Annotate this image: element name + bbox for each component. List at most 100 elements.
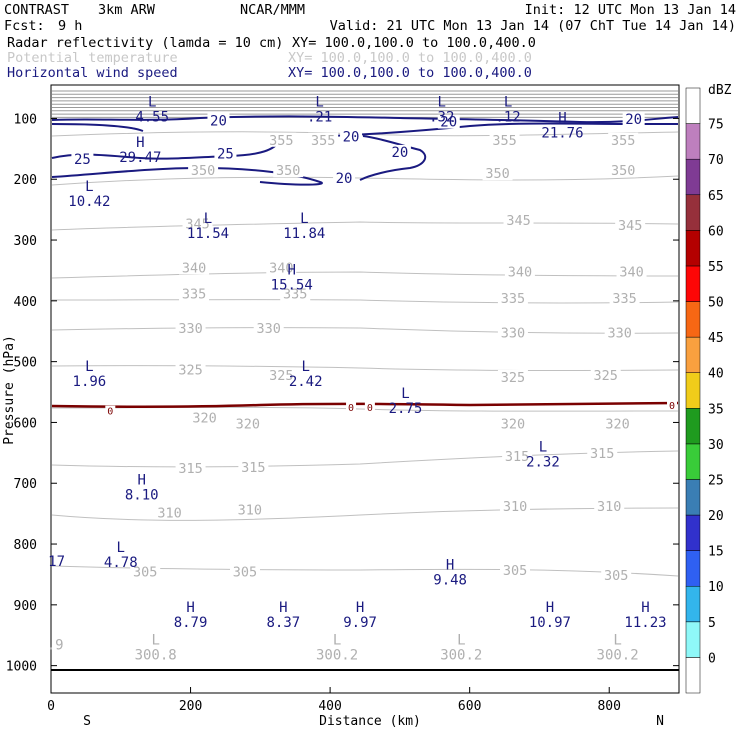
colorbar-label: 0 <box>708 651 716 666</box>
colorbar-swatch <box>685 408 701 445</box>
y-axis-label: Pressure (hPa) <box>2 335 17 445</box>
theta-label-bg <box>130 564 161 579</box>
theta-label-bg <box>604 325 635 340</box>
wind-label-bg <box>622 112 645 127</box>
extremum-value: 4.78 <box>104 555 138 571</box>
wind-extrema: L4.55L.21L.32L.12 H21.76H29.47L10.42L11.5… <box>48 94 666 631</box>
theta-label-bg <box>497 290 528 305</box>
wind-label-bg <box>214 146 237 161</box>
colorbar-swatch <box>685 123 701 160</box>
x-tick-label: 800 <box>597 699 620 714</box>
theta-label-bg <box>504 264 535 279</box>
theta-label-bg <box>502 448 533 463</box>
wind-label-bg <box>71 152 94 167</box>
zero-dbz-label: 0 <box>669 401 675 412</box>
theta-contour-lines <box>51 131 679 577</box>
colorbar-label: 15 <box>708 545 724 560</box>
wind-label: 25 <box>217 147 234 163</box>
theta-extremum-value: 300.2 <box>440 647 482 663</box>
theta-label-bg <box>266 132 297 147</box>
theta-label-bg <box>308 132 339 147</box>
theta-label: 320 <box>605 417 629 433</box>
theta-label-bg <box>608 132 639 147</box>
y-tick-label: 100 <box>14 112 37 127</box>
theta-label: 310 <box>503 499 527 515</box>
colorbar-label: 75 <box>708 118 724 133</box>
extremum-type: H <box>356 600 364 616</box>
theta-extremum-type: L <box>457 632 465 648</box>
extremum-value: 8.10 <box>125 487 159 503</box>
theta-label: 305 <box>503 563 527 579</box>
theta-label: 350 <box>276 163 300 179</box>
theta-325-line <box>51 365 679 372</box>
theta-label-bg <box>182 216 213 231</box>
theta-label: 305 <box>233 564 257 580</box>
extremum-type: H <box>446 558 454 574</box>
colorbar-swatch <box>685 336 701 373</box>
x-tick-label: 600 <box>458 699 481 714</box>
zero-dbz-label: 0 <box>367 403 373 414</box>
theta-label-bg <box>253 321 284 336</box>
field-wind-speed: Horizontal wind speed <box>7 65 178 81</box>
extremum-type: H <box>288 263 296 279</box>
zero-label-bg <box>105 405 116 416</box>
theta-340-line <box>51 271 679 279</box>
theta-extremum-value: 300.2 <box>316 647 358 663</box>
theta-label-bg <box>489 132 520 147</box>
extremum-value: 1.96 <box>73 374 107 390</box>
theta-label-bg <box>232 416 263 431</box>
theta-label: 320 <box>236 417 260 433</box>
extremum-type: L <box>315 94 323 110</box>
theta-label: 335 <box>182 287 206 303</box>
x-tick-label: 400 <box>318 699 341 714</box>
theta-350-line <box>51 175 679 186</box>
x-tick-label: 0 <box>47 699 55 714</box>
wind-label-bg <box>437 114 460 129</box>
extremum-value: 11.54 <box>187 226 229 242</box>
extremum-value: 8.79 <box>174 615 208 631</box>
extremum-value: 2.75 <box>389 401 423 417</box>
extremum-type: L <box>117 540 125 556</box>
x-axis: 0 200 400 600 800 <box>47 687 621 714</box>
colorbar-label: 40 <box>708 367 724 382</box>
colorbar-label: 50 <box>708 296 724 311</box>
extremum-type: L <box>301 359 309 375</box>
wind-20-upper-line <box>51 115 679 124</box>
colorbar-swatch <box>685 621 701 658</box>
y-tick-label: 900 <box>14 599 37 614</box>
x-axis-label: Distance (km) <box>319 714 421 729</box>
colorbar-swatch <box>685 301 701 338</box>
theta-label: 330 <box>501 325 525 341</box>
theta-310-line <box>51 507 679 521</box>
wind-label-bg <box>340 129 363 144</box>
theta-label: 355 <box>311 133 335 149</box>
extremum-value: 2.32 <box>526 455 560 471</box>
wind-label-bg <box>207 113 230 128</box>
theta-label-bg <box>587 445 618 460</box>
theta-label: 320 <box>501 417 525 433</box>
theta-label: 350 <box>611 163 635 179</box>
theta-label: 305 <box>133 564 157 580</box>
theta-label: 330 <box>257 321 281 337</box>
theta-315-line <box>51 450 679 468</box>
theta-label: 335 <box>501 291 525 307</box>
wind-20-lower-line <box>51 166 323 186</box>
extremum-value: 11.23 <box>624 615 666 631</box>
theta-label-bg <box>179 286 210 301</box>
theta-label: 310 <box>597 499 621 515</box>
theta-label-bg <box>590 368 621 383</box>
theta-label-bg <box>608 163 639 178</box>
theta-label: 325 <box>501 370 525 386</box>
theta-label: 325 <box>269 368 293 384</box>
colorbar-label: 65 <box>708 189 724 204</box>
x-tick-label: 200 <box>179 699 202 714</box>
colorbar-swatch <box>685 657 701 694</box>
extremum-type: L <box>148 94 156 110</box>
theta-label: 315 <box>178 461 202 477</box>
colorbar-label: 55 <box>708 260 724 275</box>
wind-20-mid-line <box>329 122 678 137</box>
theta-label: 355 <box>269 133 293 149</box>
y-tick-label: 300 <box>14 234 37 249</box>
extremum-value: 11.84 <box>283 226 325 242</box>
